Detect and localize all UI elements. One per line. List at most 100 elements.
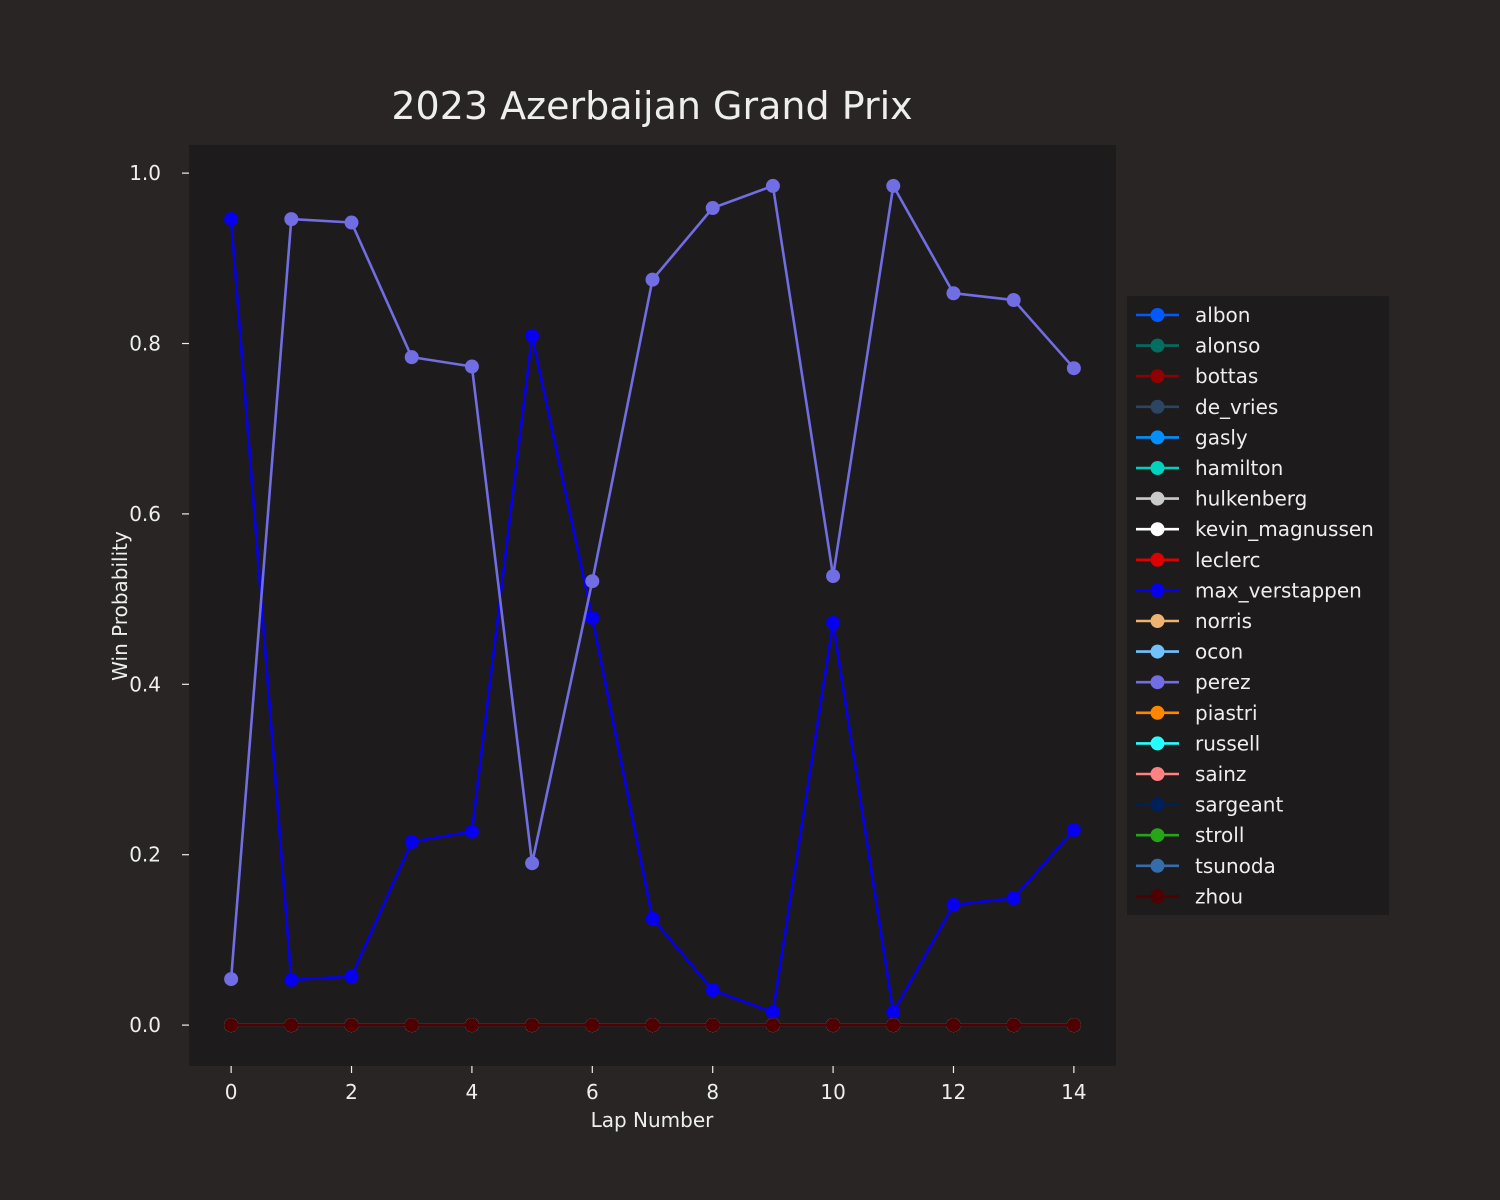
legend-label: zhou [1195, 884, 1243, 908]
series-zhou [224, 1018, 1081, 1033]
data-point [645, 911, 660, 926]
x-axis-label: Lap Number [591, 1108, 715, 1132]
legend-label: de_vries [1195, 395, 1278, 419]
data-point [1066, 822, 1081, 837]
legend-label: russell [1195, 731, 1260, 755]
legend-label: piastri [1195, 701, 1258, 725]
y-axis-label: Win Probability [108, 531, 132, 681]
legend-item-sargeant: sargeant [1136, 793, 1283, 817]
data-point [464, 824, 479, 839]
data-point [284, 1018, 299, 1033]
data-point [946, 897, 961, 912]
data-point [525, 1018, 540, 1033]
legend-swatch-marker [1150, 430, 1165, 445]
legend-item-hulkenberg: hulkenberg [1136, 487, 1307, 511]
legend-item-hamilton: hamilton [1136, 456, 1283, 480]
data-point [1006, 293, 1021, 308]
legend-swatch-marker [1150, 308, 1165, 322]
legend-label: perez [1195, 670, 1251, 694]
legend-item-kevin-magnussen: kevin_magnussen [1136, 517, 1374, 541]
data-point [344, 215, 359, 230]
legend-swatch-marker [1150, 552, 1165, 567]
data-point [826, 1018, 841, 1033]
legend-item-russell: russell [1136, 731, 1260, 755]
data-point [765, 1018, 780, 1033]
legend-label: max_verstappen [1195, 578, 1362, 602]
legend-item-albon: albon [1136, 303, 1250, 327]
legend-swatch-marker [1150, 644, 1165, 659]
data-point [585, 610, 600, 625]
chart-title: 2023 Azerbaijan Grand Prix [391, 84, 912, 128]
x-tick-label: 6 [586, 1080, 599, 1104]
data-point [1066, 361, 1081, 376]
legend-swatch-marker [1150, 461, 1165, 475]
legend-item-tsunoda: tsunoda [1136, 854, 1276, 878]
data-point [886, 1018, 901, 1033]
legend-item-stroll: stroll [1136, 823, 1244, 847]
data-point [585, 1018, 600, 1033]
data-point [705, 983, 720, 998]
data-point [464, 359, 479, 374]
legend-swatch-marker [1150, 338, 1165, 353]
legend-item-zhou: zhou [1136, 884, 1243, 908]
legend-label: sainz [1195, 762, 1246, 786]
legend-swatch-marker [1150, 736, 1165, 751]
y-tick-label: 0.4 [129, 672, 161, 696]
data-point [224, 1018, 239, 1033]
legend-swatch-marker [1150, 491, 1165, 506]
legend-swatch-marker [1150, 889, 1165, 904]
x-tick-label: 4 [466, 1080, 479, 1104]
y-tick-label: 0.0 [129, 1013, 161, 1037]
data-point [946, 1018, 961, 1033]
data-point [1006, 891, 1021, 906]
data-point [224, 972, 239, 987]
y-tick-label: 0.6 [129, 502, 161, 526]
y-tick-label: 0.8 [129, 332, 161, 356]
data-point [705, 201, 720, 216]
x-tick-label: 12 [941, 1080, 966, 1104]
data-point [765, 1005, 780, 1020]
legend-swatch-marker [1150, 705, 1165, 720]
legend-label: sargeant [1195, 793, 1283, 817]
legend-item-bottas: bottas [1136, 364, 1258, 388]
legend-box [1127, 296, 1389, 915]
data-point [886, 178, 901, 193]
legend-label: leclerc [1195, 548, 1261, 572]
legend-swatch-marker [1150, 675, 1165, 690]
data-point [765, 178, 780, 193]
data-point [645, 1018, 660, 1033]
x-axis: 0 2 4 6 8 10 12 14 [225, 1066, 1087, 1104]
legend-label: hamilton [1195, 456, 1283, 480]
x-tick-label: 8 [706, 1080, 719, 1104]
data-point [525, 856, 540, 871]
legend-label: bottas [1195, 364, 1258, 388]
legend-swatch-marker [1150, 583, 1165, 598]
legend-swatch-marker [1150, 858, 1165, 873]
legend-item-ocon: ocon [1136, 640, 1243, 664]
legend-item-leclerc: leclerc [1136, 548, 1261, 572]
series-max-verstappen [224, 212, 1081, 1020]
data-point [826, 569, 841, 584]
legend-swatch-marker [1150, 767, 1165, 781]
legend-label: norris [1195, 609, 1252, 633]
legend-label: tsunoda [1195, 854, 1276, 878]
data-point [404, 350, 419, 365]
data-point [946, 286, 961, 301]
legend-label: hulkenberg [1195, 487, 1307, 511]
legend-swatch-marker [1150, 369, 1165, 384]
x-tick-label: 2 [345, 1080, 358, 1104]
y-axis: 0.0 0.2 0.4 0.6 0.8 1.0 [129, 161, 189, 1037]
data-point [344, 1018, 359, 1033]
legend-item-sainz: sainz [1136, 762, 1246, 786]
legend-swatch-marker [1150, 828, 1165, 843]
legend-label: alonso [1195, 334, 1260, 358]
legend-item-piastri: piastri [1136, 701, 1258, 725]
legend-swatch-marker [1150, 399, 1165, 414]
data-point [525, 328, 540, 343]
data-point [826, 615, 841, 630]
legend-item-alonso: alonso [1136, 334, 1260, 358]
legend-item-gasly: gasly [1136, 425, 1248, 449]
data-point [705, 1018, 720, 1033]
